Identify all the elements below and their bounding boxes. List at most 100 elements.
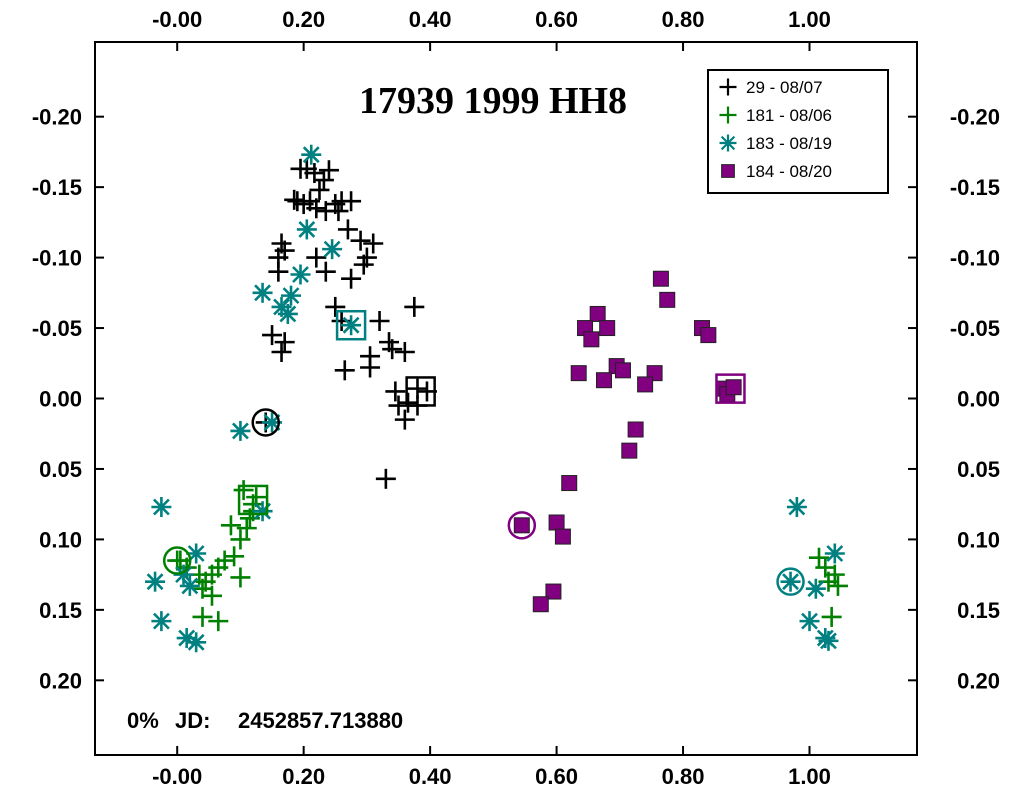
jd-label: JD: [175, 708, 210, 733]
axis-ticks [95, 42, 917, 755]
highlight-circle [776, 567, 805, 596]
highlight-square [335, 309, 367, 341]
data-point [322, 239, 343, 260]
data-point [179, 575, 200, 596]
data-point [315, 261, 336, 282]
data-point [360, 357, 381, 378]
y-tick-label-right: 0.00 [957, 387, 1000, 412]
data-point [301, 144, 322, 165]
y-tick-label-left: 0.20 [39, 668, 82, 693]
y-tick-label-right: 0.10 [957, 527, 1000, 552]
data-point [637, 376, 654, 393]
data-point [780, 571, 801, 592]
y-tick-label-left: -0.10 [32, 246, 82, 271]
x-tick-label-bottom: 0.60 [535, 764, 578, 789]
data-point [824, 543, 845, 564]
legend-label: 183 - 08/19 [746, 134, 832, 153]
data-point [388, 395, 409, 416]
data-point [306, 198, 327, 219]
y-tick-label-right: -0.05 [950, 316, 1000, 341]
data-point [309, 179, 330, 200]
data-point [201, 585, 222, 606]
y-tick-label-left: -0.05 [32, 316, 82, 341]
y-tick-label-right: -0.20 [950, 105, 1000, 130]
y-tick-label-right: 0.15 [957, 598, 1000, 623]
y-tick-label-left: 0.00 [39, 387, 82, 412]
legend-label: 184 - 08/20 [746, 162, 832, 181]
data-point [252, 501, 273, 522]
data-point [224, 546, 245, 567]
data-point [596, 372, 613, 389]
percent-label: 0% [127, 708, 159, 733]
x-tick-label-top: 1.00 [788, 7, 831, 32]
x-tick-label-bottom: 0.20 [282, 764, 325, 789]
data-point [599, 320, 616, 337]
data-point [818, 630, 839, 651]
data-point [805, 578, 826, 599]
data-point [350, 230, 371, 251]
data-point [554, 528, 571, 545]
data-point [325, 296, 346, 317]
legend-label: 29 - 08/07 [746, 78, 823, 97]
data-point [151, 497, 172, 517]
legend-entry: 181 - 08/06 [719, 106, 832, 125]
x-tick-label-top: 0.80 [662, 7, 705, 32]
jd-annotation: 0% JD: 2452857.713880 [127, 708, 403, 733]
axis-tick-labels: -0.00 -0.00 0.20 0.20 0.40 0.40 0.60 0.60 0.80 0.… [32, 7, 1000, 789]
x-tick-label-top: 0.40 [409, 7, 452, 32]
data-point [652, 270, 669, 287]
data-point [341, 268, 362, 289]
data-point [659, 291, 676, 308]
highlight-square [405, 376, 436, 407]
data-point [208, 611, 229, 632]
x-tick-label-top: 0.20 [282, 7, 325, 32]
data-point [230, 567, 251, 588]
x-tick-label-top: 0.60 [535, 7, 578, 32]
highlight-circle [162, 546, 192, 575]
data-point [570, 365, 587, 382]
x-tick-label-bottom: 1.00 [788, 764, 831, 789]
data-point [385, 381, 406, 402]
data-point [394, 342, 415, 362]
data-point [614, 362, 631, 379]
data-point [786, 497, 807, 517]
highlight-square [237, 484, 269, 516]
data-point [532, 596, 549, 613]
data-point [268, 261, 289, 282]
legend-entry: 29 - 08/07 [719, 78, 823, 97]
chart-title: 17939 1999 HH8 [359, 80, 627, 122]
data-point [725, 379, 742, 396]
data-point [290, 264, 311, 285]
data-points [145, 144, 848, 653]
data-point [363, 233, 384, 254]
y-tick-label-right: -0.15 [950, 175, 1000, 200]
data-point [561, 475, 578, 492]
data-point [827, 575, 848, 596]
data-point [281, 285, 302, 306]
data-point [318, 160, 339, 181]
legend: 29 - 08/07 181 - 08/06 183 - 08/19 184 - 08… [707, 69, 889, 194]
data-point [375, 468, 396, 489]
data-point [513, 517, 530, 534]
y-tick-label-right: 0.20 [957, 668, 1000, 693]
data-point [306, 247, 327, 268]
data-point [353, 254, 374, 275]
highlight-circle [251, 408, 280, 437]
data-point [186, 632, 207, 653]
data-point [821, 606, 842, 627]
data-point [220, 515, 241, 536]
y-tick-label-left: 0.10 [39, 527, 82, 552]
data-point [328, 201, 349, 222]
data-point [274, 332, 295, 353]
highlight-square [715, 373, 746, 404]
data-point [277, 303, 298, 324]
highlight-markers [162, 309, 805, 596]
data-point [151, 611, 172, 632]
y-tick-label-left: -0.15 [32, 175, 82, 200]
data-point [700, 327, 717, 344]
data-point [545, 583, 562, 600]
x-tick-label-top: -0.00 [152, 7, 202, 32]
data-point [192, 606, 213, 627]
data-point [337, 219, 358, 240]
